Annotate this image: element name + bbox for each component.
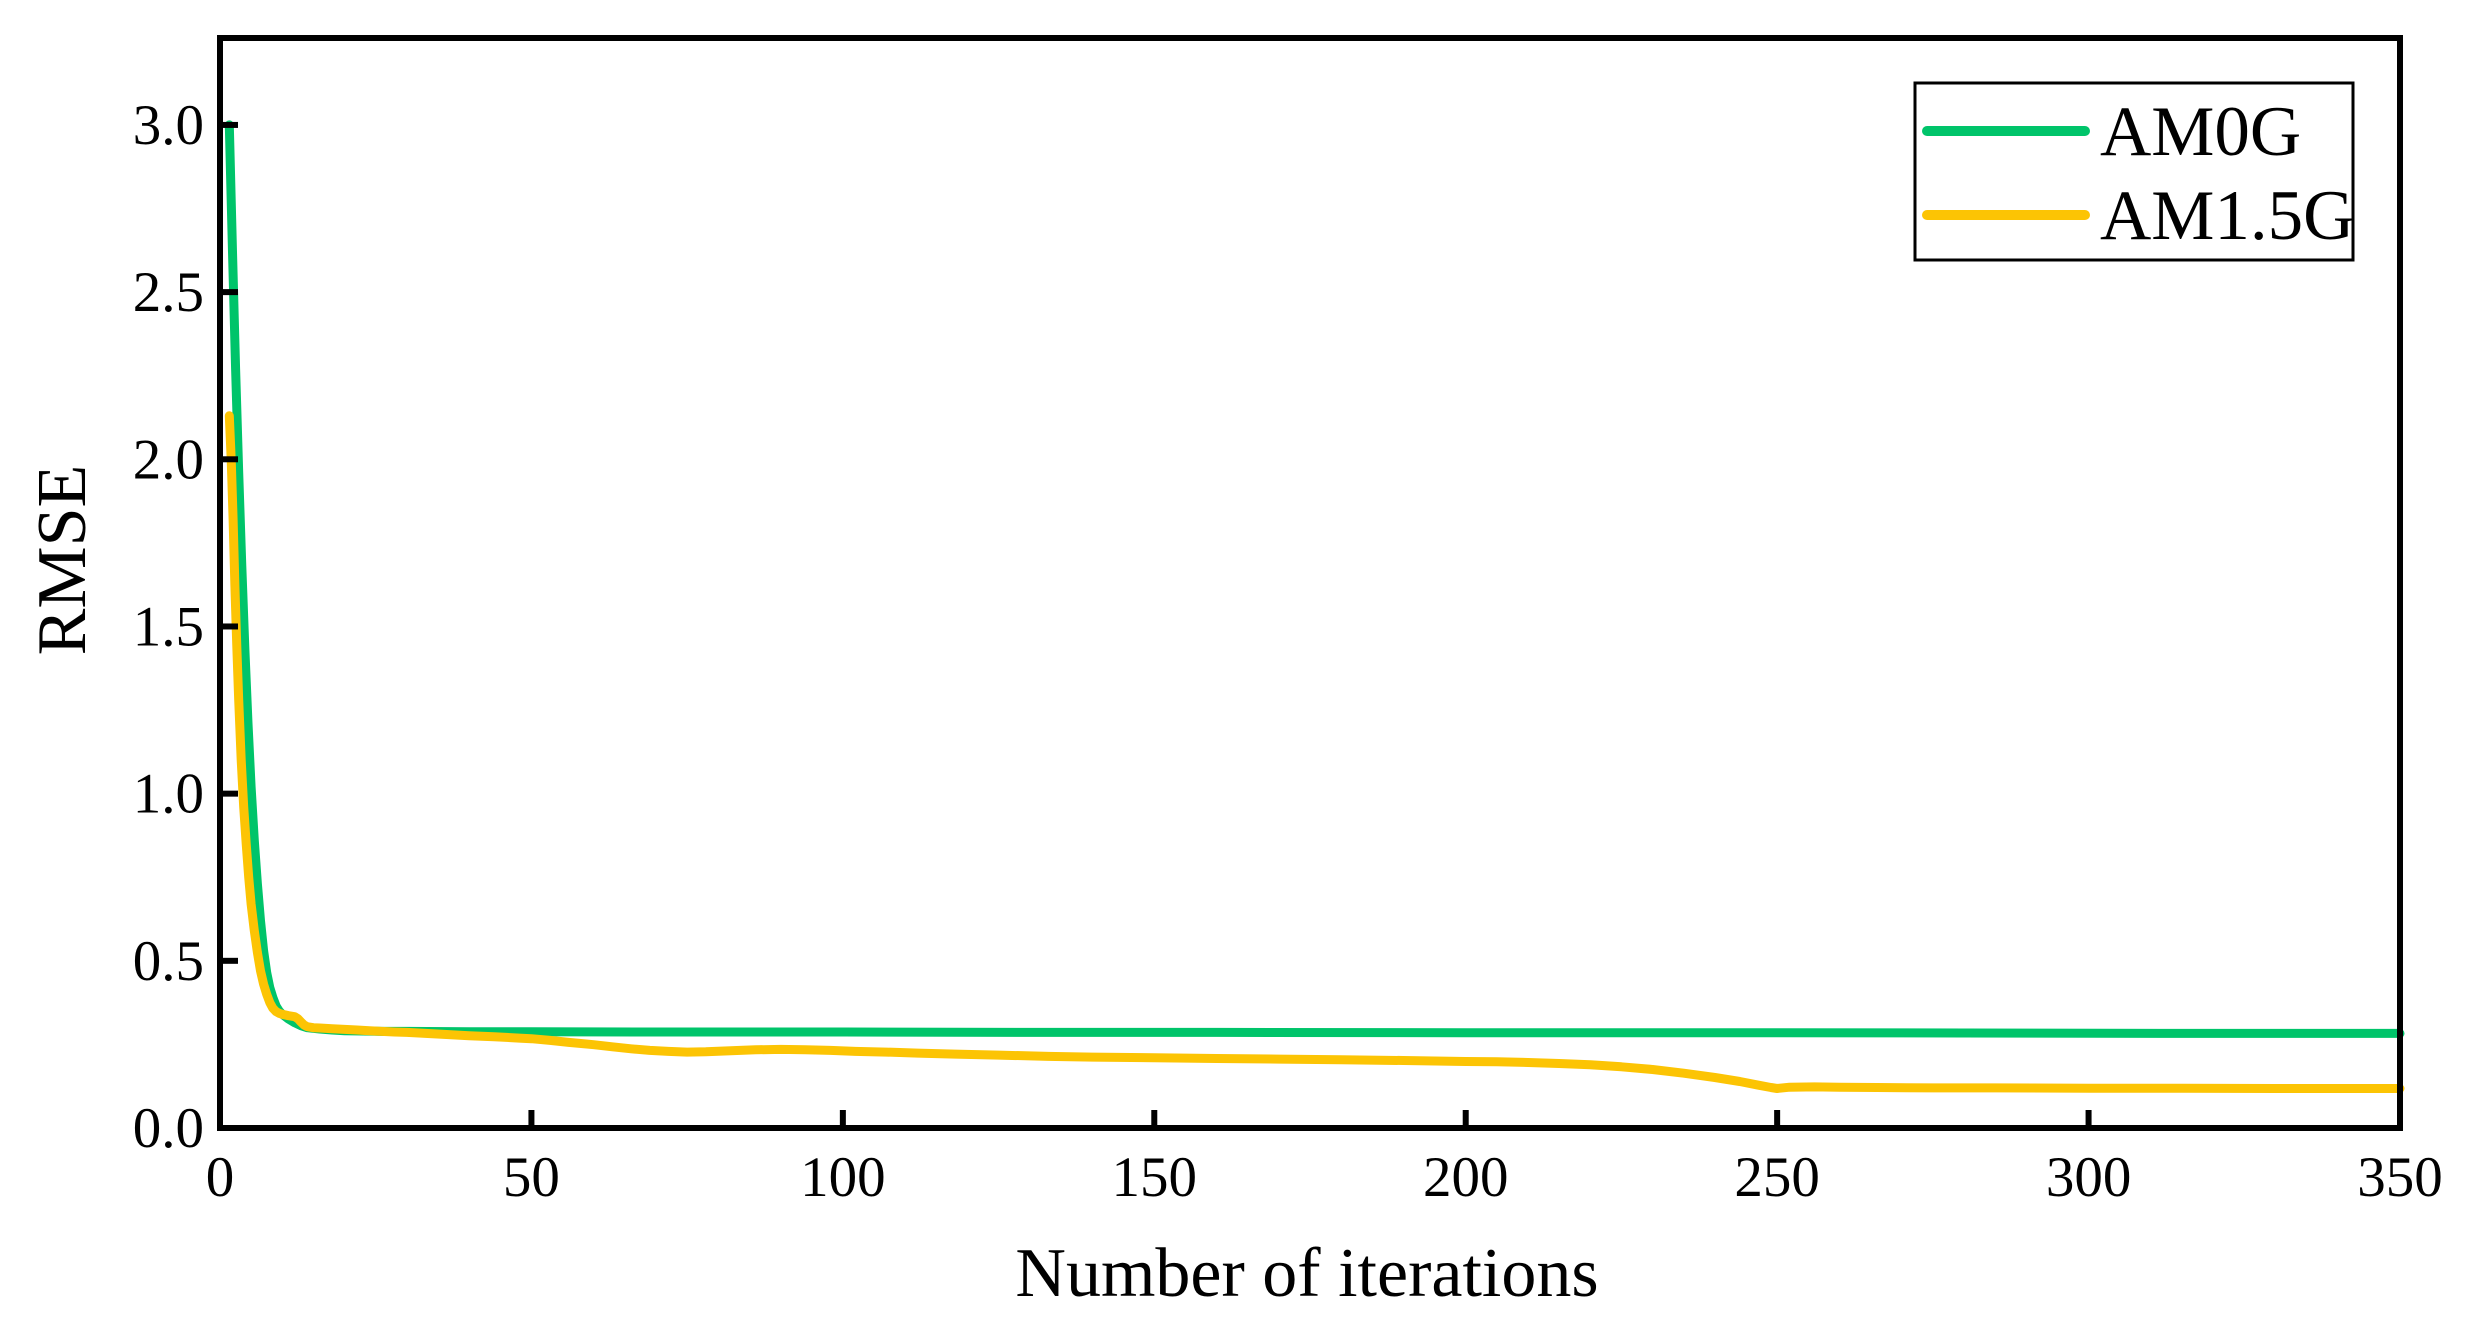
y-tick-label: 1.0 xyxy=(133,763,204,826)
x-tick-label: 350 xyxy=(2357,1146,2443,1209)
y-tick-label: 3.0 xyxy=(133,94,204,157)
x-tick-label: 0 xyxy=(206,1146,235,1209)
legend-label-am1-5g: AM1.5G xyxy=(2100,177,2354,255)
x-tick-label: 150 xyxy=(1112,1146,1198,1209)
x-tick-label: 50 xyxy=(503,1146,560,1209)
y-tick-label: 0.5 xyxy=(133,930,204,993)
legend-label-am0g: AM0G xyxy=(2100,93,2301,171)
plot-border xyxy=(217,35,2403,1131)
x-tick-label: 200 xyxy=(1423,1146,1509,1209)
x-tick-label: 250 xyxy=(1734,1146,1820,1209)
x-axis-title: Number of iterations xyxy=(1015,1235,1598,1312)
x-tick-label: 100 xyxy=(800,1146,886,1209)
legend-box xyxy=(1913,81,2355,262)
x-tick-label: 300 xyxy=(2046,1146,2132,1209)
series-line-am0g xyxy=(224,120,2405,1038)
y-axis-title: RMSE xyxy=(24,465,101,656)
y-tick-label: 0.0 xyxy=(133,1097,204,1160)
series-line-am1-5g xyxy=(224,411,2405,1093)
y-tick-label: 2.0 xyxy=(133,428,204,491)
y-tick-label: 2.5 xyxy=(133,261,204,324)
y-tick-label: 1.5 xyxy=(133,595,204,658)
